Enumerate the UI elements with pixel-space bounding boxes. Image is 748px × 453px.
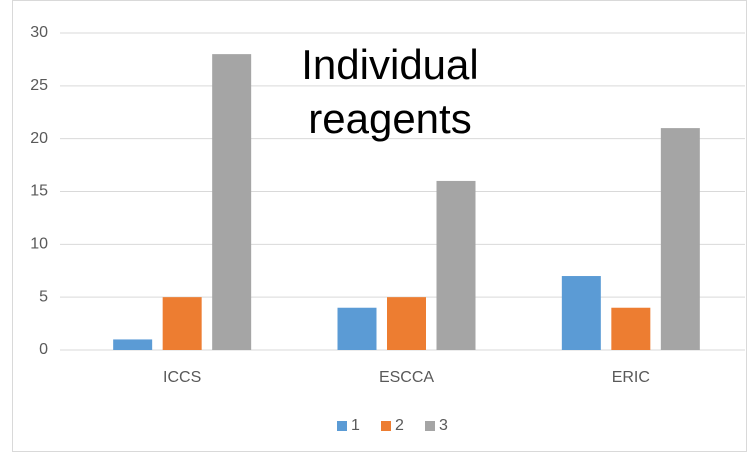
- bar: [660, 128, 700, 350]
- bar: [387, 297, 426, 350]
- bar: [561, 276, 601, 350]
- legend-swatch: [381, 421, 391, 431]
- y-tick-label: 10: [30, 236, 48, 253]
- y-tick-label: 25: [30, 77, 48, 94]
- chart-border: [12, 0, 747, 452]
- legend-swatch: [425, 421, 435, 431]
- x-tick-label: ICCS: [163, 369, 201, 386]
- bar: [436, 180, 476, 350]
- legend-swatch: [337, 421, 347, 431]
- y-tick-label: 15: [30, 183, 48, 200]
- bar: [212, 54, 252, 351]
- x-tick-label: ESCCA: [379, 369, 434, 386]
- y-tick-label: 5: [39, 288, 48, 305]
- y-tick-label: 20: [30, 130, 48, 147]
- x-tick-label: ERIC: [612, 369, 650, 386]
- chart-title: Individual reagents: [301, 41, 479, 142]
- legend-label: 1: [351, 417, 360, 434]
- legend-label: 3: [439, 417, 448, 434]
- legend-label: 2: [395, 417, 404, 434]
- y-tick-label: 0: [39, 341, 48, 358]
- bar: [337, 307, 377, 350]
- y-tick-label: 30: [30, 24, 48, 41]
- bar: [162, 297, 202, 350]
- bar: [113, 339, 153, 350]
- bar: [611, 307, 651, 350]
